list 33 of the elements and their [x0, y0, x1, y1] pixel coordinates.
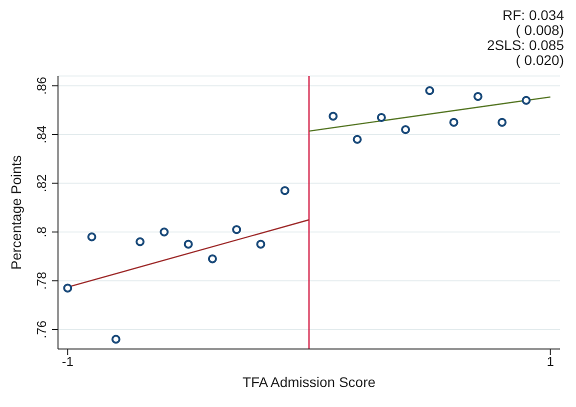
point	[232, 225, 242, 234]
y-tick-label: .78	[34, 272, 49, 290]
text: ( 0.008)	[514, 22, 564, 38]
point	[376, 112, 386, 122]
y-axis-title: Percentage Points	[8, 155, 24, 270]
point	[160, 228, 169, 236]
point	[136, 237, 145, 246]
y-tick-label: .84	[34, 125, 49, 144]
x-tick-label: -1	[62, 354, 74, 370]
text: ( 0.020)	[514, 52, 564, 68]
y-tick-label: .76	[34, 320, 49, 339]
point	[111, 334, 120, 344]
point	[63, 284, 72, 293]
point	[425, 86, 434, 96]
point	[184, 240, 193, 249]
point	[449, 118, 458, 127]
text: 2SLS: 0.085	[486, 37, 564, 53]
x-tick-label: 1	[546, 354, 554, 370]
y-tick-label: .86	[34, 76, 49, 95]
point	[328, 112, 338, 121]
point	[280, 186, 290, 196]
y-tick-label: .82	[34, 174, 49, 192]
point	[473, 92, 482, 101]
point	[208, 254, 217, 264]
point	[522, 96, 531, 105]
point	[256, 240, 266, 249]
point	[401, 125, 410, 134]
x-axis-title: TFA Admission Score	[242, 374, 376, 390]
point	[87, 232, 96, 242]
point	[498, 118, 507, 127]
text: RF: 0.034	[502, 7, 564, 23]
point	[352, 134, 362, 144]
y-tick-label: .8	[34, 226, 49, 238]
